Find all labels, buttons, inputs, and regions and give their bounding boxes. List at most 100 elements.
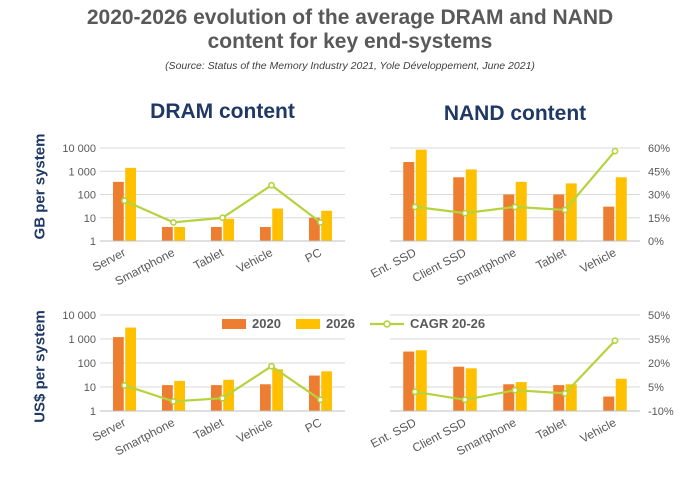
source-note: (Source: Status of the Memory Industry 2…: [165, 60, 535, 72]
y-tick-label: 1: [90, 406, 96, 418]
bar-2020: [453, 366, 465, 411]
legend-swatch-cagr-marker: [383, 320, 391, 328]
cagr-point: [511, 386, 519, 394]
x-tick-label: Tablet: [191, 245, 226, 273]
bar-2020: [453, 177, 465, 241]
y2-tick-label: 60%: [648, 143, 670, 155]
bar-2020: [161, 385, 173, 411]
cagr-point: [461, 209, 469, 217]
cagr-point: [219, 214, 226, 222]
y-tick-label: 1: [90, 236, 96, 248]
bar-2020: [259, 227, 271, 241]
cagr-point: [511, 203, 519, 211]
y-tick-label: 10: [84, 213, 96, 225]
y2-tick-label: 50%: [648, 310, 670, 322]
x-tick-label: Vehicle: [578, 245, 619, 276]
y2-tick-label: 20%: [648, 358, 670, 370]
chart-title: NAND content: [444, 102, 586, 125]
y-tick-label: 100: [78, 190, 96, 202]
bar-2020: [553, 385, 565, 411]
y-tick-label: 10 000: [62, 143, 96, 155]
title-line-1: 2020-2026 evolution of the average DRAM …: [86, 6, 614, 29]
bar-2026: [615, 378, 627, 411]
y-tick-label: 10 000: [62, 310, 96, 322]
y2-tick-label: 45%: [648, 166, 670, 178]
cagr-point: [561, 206, 569, 214]
y-tick-label: 1 000: [68, 166, 96, 178]
cagr-point: [561, 389, 569, 397]
legend-swatch-2026: [296, 319, 320, 329]
bar-2020: [403, 161, 415, 241]
bar-2020: [161, 227, 173, 241]
cagr-point: [170, 218, 177, 226]
legend-label-2020: 2020: [252, 316, 281, 331]
bar-2020: [112, 181, 124, 241]
bar-2020: [308, 217, 320, 241]
bar-2020: [603, 206, 615, 241]
bar-2026: [415, 149, 427, 241]
bar-2026: [223, 218, 235, 241]
x-tick-label: Vehicle: [578, 415, 619, 446]
bar-2026: [565, 183, 577, 241]
cagr-point: [121, 197, 128, 205]
y-tick-label: 1 000: [68, 334, 96, 346]
cagr-point: [268, 362, 275, 370]
cagr-point: [611, 147, 619, 155]
bar-2026: [321, 210, 333, 241]
legend-swatch-2020: [222, 319, 246, 329]
y-tick-label: 100: [78, 358, 96, 370]
bar-2026: [515, 382, 527, 411]
bar-2026: [174, 227, 186, 241]
cagr-point: [170, 397, 177, 405]
bar-2020: [210, 227, 222, 241]
bar-2026: [321, 371, 333, 411]
x-tick-label: PC: [303, 415, 325, 435]
y2-tick-label: 35%: [648, 334, 670, 346]
cagr-point: [611, 337, 619, 344]
legend-label-cagr: CAGR 20-26: [410, 316, 485, 331]
cagr-point: [121, 381, 128, 389]
bar-2026: [272, 208, 284, 241]
bar-2026: [565, 384, 577, 411]
y2-tick-label: 15%: [648, 213, 670, 225]
cagr-point: [317, 396, 324, 404]
cagr-point: [411, 203, 419, 211]
bar-2026: [272, 369, 284, 411]
cagr-point: [219, 394, 226, 402]
bar-2026: [415, 350, 427, 411]
title-line-2: content for key end-systems: [207, 30, 493, 53]
cagr-point: [268, 181, 275, 189]
x-tick-label: Vehicle: [234, 415, 275, 446]
bar-2026: [174, 380, 186, 411]
bar-2020: [308, 375, 320, 411]
y2-tick-label: 5%: [648, 382, 664, 394]
y2-tick-label: -10%: [648, 406, 674, 418]
bar-2020: [553, 194, 565, 241]
bar-2026: [465, 169, 477, 241]
bar-2026: [515, 181, 527, 241]
bar-2020: [503, 194, 515, 241]
x-tick-label: Tablet: [191, 415, 226, 443]
bar-2026: [465, 368, 477, 411]
legend-label-2026: 2026: [326, 316, 355, 331]
x-tick-label: PC: [303, 245, 325, 265]
y-tick-label: 10: [84, 382, 96, 394]
y2-tick-label: 0%: [648, 236, 664, 248]
bar-2026: [615, 177, 627, 241]
bar-2020: [403, 351, 415, 411]
bar-2020: [503, 384, 515, 411]
bar-2020: [112, 337, 124, 411]
page-title: 2020-2026 evolution of the average DRAM …: [0, 6, 700, 54]
bar-2026: [125, 327, 137, 411]
x-tick-label: Tablet: [534, 245, 569, 273]
cagr-point: [411, 388, 419, 396]
y2-tick-label: 30%: [648, 190, 670, 202]
bar-2020: [603, 396, 615, 411]
cagr-point: [461, 396, 469, 404]
cagr-point: [317, 218, 324, 226]
chart-title: DRAM content: [150, 100, 295, 123]
bar-2020: [259, 384, 271, 411]
x-tick-label: Vehicle: [234, 245, 275, 276]
